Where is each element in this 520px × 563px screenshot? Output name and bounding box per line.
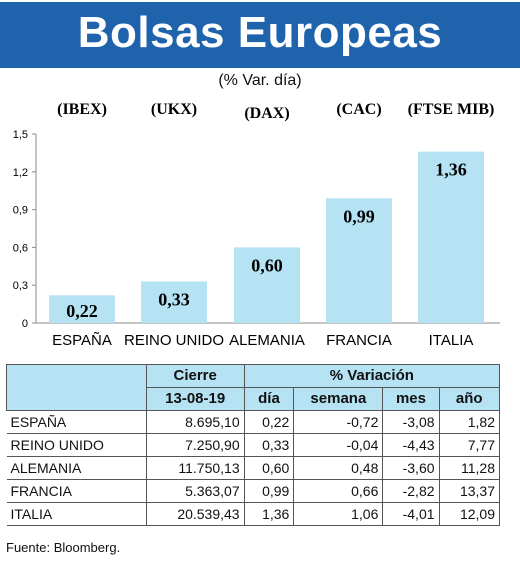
data-label: 0,22 [66, 301, 98, 321]
table-row: ESPAÑA 8.695,10 0,22 -0,72 -3,08 1,82 [6, 410, 501, 434]
row-ano: 1,82 [438, 410, 501, 434]
row-country: ESPAÑA [6, 410, 147, 434]
ticker-label: (CAC) [336, 101, 381, 118]
header-fecha: 13-08-19 [145, 387, 245, 411]
title-bar: Bolsas Europeas [0, 2, 520, 68]
table-row: FRANCIA 5.363,07 0,99 0,66 -2,82 13,37 [6, 479, 501, 503]
chart-subtitle: (% Var. día) [218, 72, 302, 89]
table-body: ESPAÑA 8.695,10 0,22 -0,72 -3,08 1,82 RE… [6, 410, 501, 526]
row-cierre: 20.539,43 [145, 502, 245, 526]
header-semana: semana [293, 387, 384, 411]
row-dia: 0,60 [243, 456, 295, 480]
row-mes: -3,60 [382, 456, 440, 480]
y-tick-label: 0,6 [13, 242, 28, 254]
bar [49, 295, 115, 323]
header-dia: día [243, 387, 295, 411]
data-label: 0,99 [343, 206, 375, 226]
row-mes: -2,82 [382, 479, 440, 503]
row-ano: 13,37 [438, 479, 501, 503]
header-ano: año [438, 387, 501, 411]
row-country: ITALIA [6, 502, 147, 526]
category-label: ALEMANIA [229, 332, 305, 349]
y-tick-label: 0,3 [13, 280, 28, 292]
row-cierre: 5.363,07 [145, 479, 245, 503]
row-mes: -4,43 [382, 433, 440, 457]
category-label: FRANCIA [326, 332, 392, 349]
data-table: Cierre % Variación 13-08-19 día semana m… [6, 364, 501, 526]
category-label: REINO UNIDO [124, 332, 224, 349]
data-label: 0,33 [158, 289, 190, 309]
row-dia: 0,33 [243, 433, 295, 457]
header-variacion: % Variación [243, 364, 501, 388]
row-semana: -0,04 [293, 433, 384, 457]
row-dia: 0,99 [243, 479, 295, 503]
row-ano: 7,77 [438, 433, 501, 457]
table-subheader-row: 13-08-19 día semana mes año [7, 387, 501, 411]
row-semana: 1,06 [293, 502, 384, 526]
row-country: REINO UNIDO [6, 433, 147, 457]
header-mes: mes [382, 387, 440, 411]
table-row: ALEMANIA 11.750,13 0,60 0,48 -3,60 11,28 [6, 456, 501, 480]
row-semana: -0,72 [293, 410, 384, 434]
ticker-label: (IBEX) [57, 101, 107, 118]
table-row: REINO UNIDO 7.250,90 0,33 -0,04 -4,43 7,… [6, 433, 501, 457]
row-country: FRANCIA [6, 479, 147, 503]
row-country: ALEMANIA [6, 456, 147, 480]
bar [418, 151, 484, 323]
header-cierre: Cierre [145, 364, 245, 388]
row-semana: 0,66 [293, 479, 384, 503]
ticker-label: (UKX) [151, 101, 197, 118]
y-tick-label: 0,9 [13, 205, 28, 217]
page-title: Bolsas Europeas [77, 8, 443, 57]
row-dia: 0,22 [243, 410, 295, 434]
row-dia: 1,36 [243, 502, 295, 526]
table-corner-cell [6, 364, 147, 411]
bar-chart: 0 0,3 0,6 0,9 1,2 1,5 (IBEX) (UKX) (DAX) (CAC) (FT… [13, 101, 500, 349]
data-label: 0,60 [251, 255, 283, 275]
row-cierre: 7.250,90 [145, 433, 245, 457]
table-header-row: Cierre % Variación [6, 364, 501, 411]
row-semana: 0,48 [293, 456, 384, 480]
ticker-label: (DAX) [244, 105, 289, 122]
y-tick-label: 0 [22, 318, 28, 330]
ticker-label: (FTSE MIB) [408, 101, 495, 118]
row-mes: -4,01 [382, 502, 440, 526]
row-ano: 12,09 [438, 502, 501, 526]
source-note: Fuente: Bloomberg. [6, 540, 121, 555]
row-mes: -3,08 [382, 410, 440, 434]
category-label: ESPAÑA [52, 332, 112, 349]
row-ano: 11,28 [438, 456, 501, 480]
y-tick-label: 1,2 [13, 167, 28, 179]
y-tick-label: 1,5 [13, 129, 28, 141]
row-cierre: 8.695,10 [145, 410, 245, 434]
row-cierre: 11.750,13 [145, 456, 245, 480]
bar [141, 281, 207, 323]
bar [326, 198, 392, 323]
category-label: ITALIA [429, 332, 474, 349]
bar [234, 247, 300, 323]
table-row: ITALIA 20.539,43 1,36 1,06 -4,01 12,09 [6, 502, 501, 526]
data-label: 1,36 [435, 160, 467, 180]
